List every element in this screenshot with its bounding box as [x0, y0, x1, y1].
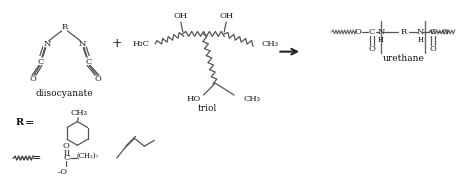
- Text: R: R: [401, 28, 407, 36]
- Text: +: +: [111, 37, 122, 50]
- Text: triol: triol: [198, 104, 217, 113]
- Text: C: C: [430, 28, 436, 36]
- Text: C: C: [369, 28, 375, 36]
- Text: O: O: [62, 142, 69, 150]
- Text: O: O: [369, 45, 375, 53]
- Text: diisocyanate: diisocyanate: [36, 89, 93, 98]
- Text: CH₃: CH₃: [243, 95, 260, 103]
- Text: R: R: [15, 118, 23, 127]
- Text: N: N: [79, 40, 86, 48]
- Text: O: O: [441, 28, 448, 36]
- Text: N: N: [417, 28, 424, 36]
- Text: CH₃: CH₃: [261, 40, 278, 48]
- Text: H₃C: H₃C: [133, 40, 150, 48]
- Text: O: O: [95, 75, 101, 83]
- Text: C: C: [38, 57, 44, 66]
- Text: H: H: [378, 36, 384, 44]
- Text: C: C: [85, 57, 91, 66]
- Text: =: =: [32, 153, 42, 163]
- Text: N: N: [377, 28, 384, 36]
- Text: =: =: [24, 118, 34, 128]
- Text: O: O: [355, 28, 362, 36]
- Text: R: R: [62, 23, 68, 31]
- Text: CH₃: CH₃: [71, 109, 88, 117]
- Text: N: N: [43, 40, 51, 48]
- Text: H: H: [417, 36, 423, 44]
- Text: O: O: [429, 45, 437, 53]
- Text: –O: –O: [57, 168, 68, 176]
- Text: OH: OH: [173, 12, 188, 20]
- Text: OH: OH: [219, 12, 233, 20]
- Text: C: C: [64, 154, 70, 162]
- Text: (CH₂)₇: (CH₂)₇: [76, 152, 98, 160]
- Text: O: O: [29, 75, 36, 83]
- Text: HO: HO: [186, 95, 201, 103]
- Text: urethane: urethane: [383, 54, 425, 63]
